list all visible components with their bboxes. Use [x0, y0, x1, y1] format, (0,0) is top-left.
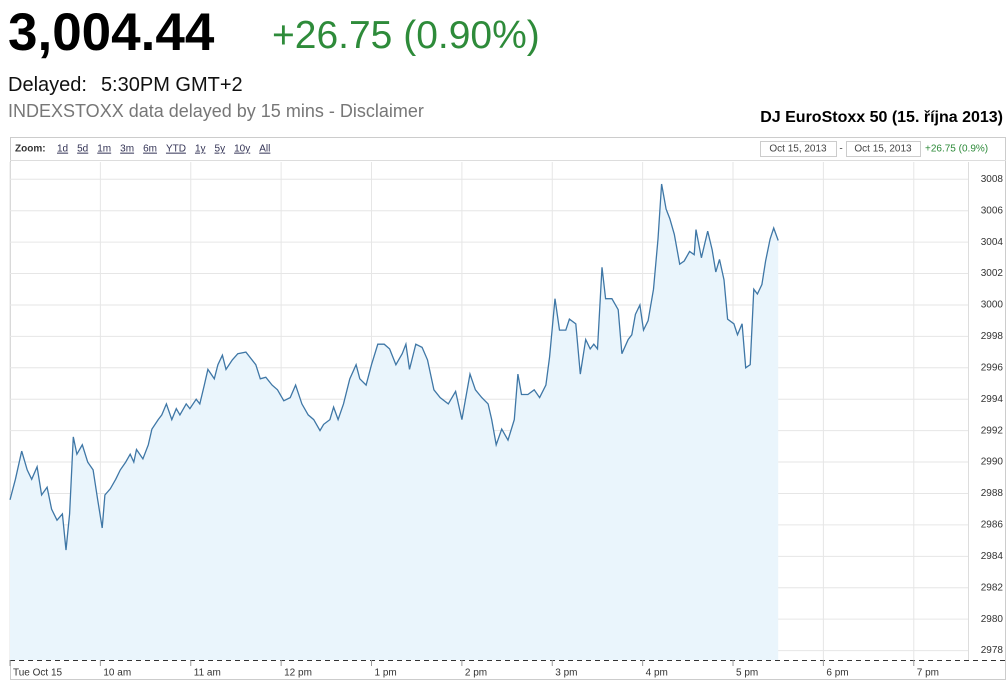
range-end[interactable]: Oct 15, 2013: [854, 144, 912, 155]
y-tick-label: 3008: [981, 174, 1004, 185]
zoom-option[interactable]: 5y: [215, 144, 226, 155]
y-tick-label: 2992: [981, 425, 1004, 436]
plot: [9, 162, 968, 660]
y-tick-label: 2998: [981, 331, 1004, 342]
disclaimer[interactable]: INDEXSTOXX data delayed by 15 mins - Dis…: [8, 101, 424, 121]
x-tick-label: Tue Oct 15: [13, 668, 63, 679]
delayed-label: Delayed:: [8, 74, 87, 96]
x-tick-label: 3 pm: [555, 668, 577, 679]
y-tick-label: 2984: [981, 551, 1004, 562]
x-tick-label: 5 pm: [736, 668, 758, 679]
price: 3,004.44: [8, 3, 215, 62]
zoom-option[interactable]: 10y: [234, 144, 250, 155]
zoom-option[interactable]: YTD: [166, 144, 186, 155]
range-start[interactable]: Oct 15, 2013: [769, 144, 827, 155]
x-tick-label: 4 pm: [646, 668, 668, 679]
x-tick-label: 7 pm: [917, 668, 939, 679]
range-separator: -: [839, 144, 842, 155]
x-tick-label: 2 pm: [465, 668, 487, 679]
zoom-option[interactable]: All: [259, 144, 270, 155]
y-tick-label: 3006: [981, 205, 1004, 216]
zoom-option[interactable]: 1m: [97, 144, 111, 155]
price-line: [9, 183, 779, 551]
y-tick-label: 3004: [981, 237, 1004, 248]
y-tick-label: 2990: [981, 457, 1004, 468]
y-tick-label: 2996: [981, 362, 1004, 373]
y-tick-label: 2988: [981, 488, 1004, 499]
y-tick-label: 3002: [981, 268, 1004, 279]
y-tick-label: 2978: [981, 645, 1004, 656]
delayed: Delayed: 5:30PM GMT+2: [8, 74, 243, 97]
x-tick-label: 10 am: [103, 668, 131, 679]
y-tick-label: 2980: [981, 614, 1004, 625]
x-tick-label: 6 pm: [826, 668, 848, 679]
zoom-option[interactable]: 6m: [143, 144, 157, 155]
zoom-option[interactable]: 1d: [57, 144, 68, 155]
area-fill: [10, 184, 779, 660]
y-tick-label: 3000: [981, 300, 1004, 311]
delayed-time: 5:30PM GMT+2: [100, 74, 243, 96]
y-tick-label: 2986: [981, 520, 1004, 531]
x-tick-label: 1 pm: [375, 668, 397, 679]
chart-title: DJ EuroStoxx 50 (15. října 2013): [760, 109, 1003, 126]
range-change: +26.75 (0.9%): [925, 144, 988, 155]
y-tick-label: 2994: [981, 394, 1004, 405]
x-tick-label: 11 am: [194, 668, 221, 679]
change: +26.75 (0.90%): [272, 14, 540, 57]
zoom-label: Zoom:: [15, 144, 46, 155]
zoom-option[interactable]: 1y: [195, 144, 206, 155]
x-tick-label: 12 pm: [284, 668, 312, 679]
y-tick-label: 2982: [981, 582, 1004, 593]
range-box[interactable]: [846, 141, 921, 157]
zoom-option[interactable]: 3m: [120, 144, 134, 155]
zoom-option[interactable]: 5d: [77, 144, 88, 155]
range-box[interactable]: [760, 141, 837, 157]
